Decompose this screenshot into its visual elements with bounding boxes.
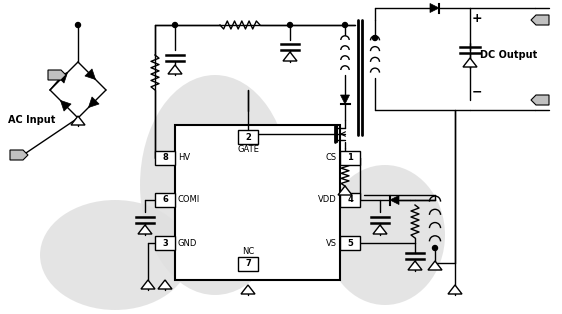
Text: 7: 7 xyxy=(245,259,251,268)
Polygon shape xyxy=(428,261,442,270)
Text: 1: 1 xyxy=(347,154,353,163)
Bar xyxy=(155,236,175,250)
Text: 3: 3 xyxy=(162,239,168,247)
Polygon shape xyxy=(283,52,297,61)
Polygon shape xyxy=(71,116,85,125)
Text: VS: VS xyxy=(326,239,337,247)
Polygon shape xyxy=(61,100,71,111)
Polygon shape xyxy=(341,95,350,104)
Polygon shape xyxy=(338,186,352,195)
Polygon shape xyxy=(85,69,96,79)
Text: 8: 8 xyxy=(162,154,168,163)
Bar xyxy=(238,257,258,271)
Text: 5: 5 xyxy=(347,239,353,247)
Text: 4: 4 xyxy=(347,196,353,204)
Text: NC: NC xyxy=(242,247,254,256)
Text: COMI: COMI xyxy=(178,196,200,204)
Polygon shape xyxy=(141,280,155,289)
Polygon shape xyxy=(241,285,255,294)
Ellipse shape xyxy=(325,165,445,305)
Bar xyxy=(155,193,175,207)
Polygon shape xyxy=(158,280,172,289)
Polygon shape xyxy=(373,225,387,234)
Bar xyxy=(238,130,258,144)
Polygon shape xyxy=(48,70,66,80)
Text: CS: CS xyxy=(326,154,337,163)
Polygon shape xyxy=(57,73,67,83)
Polygon shape xyxy=(430,3,439,13)
Polygon shape xyxy=(10,150,28,160)
Polygon shape xyxy=(531,15,549,25)
Ellipse shape xyxy=(140,75,290,295)
Polygon shape xyxy=(390,196,399,204)
Circle shape xyxy=(433,246,437,251)
Text: VDD: VDD xyxy=(318,196,337,204)
Bar xyxy=(340,151,360,165)
Polygon shape xyxy=(408,261,422,270)
Bar xyxy=(340,236,360,250)
Text: AC Input: AC Input xyxy=(8,115,56,125)
Circle shape xyxy=(173,23,178,28)
Polygon shape xyxy=(531,95,549,105)
Polygon shape xyxy=(138,225,152,234)
Bar xyxy=(340,193,360,207)
Polygon shape xyxy=(88,97,99,107)
Text: +: + xyxy=(472,12,483,24)
Ellipse shape xyxy=(40,200,190,310)
Circle shape xyxy=(373,35,378,41)
Polygon shape xyxy=(463,58,477,67)
Polygon shape xyxy=(168,65,182,74)
Circle shape xyxy=(288,23,292,28)
Text: GND: GND xyxy=(178,239,197,247)
Bar xyxy=(155,151,175,165)
Circle shape xyxy=(75,23,80,28)
Text: 2: 2 xyxy=(245,133,251,142)
Text: HV: HV xyxy=(178,154,190,163)
Text: 6: 6 xyxy=(162,196,168,204)
Circle shape xyxy=(342,23,347,28)
Text: −: − xyxy=(472,85,483,99)
Polygon shape xyxy=(448,285,462,294)
Bar xyxy=(175,125,340,280)
Text: DC Output: DC Output xyxy=(480,50,537,60)
Text: GATE: GATE xyxy=(237,145,259,154)
